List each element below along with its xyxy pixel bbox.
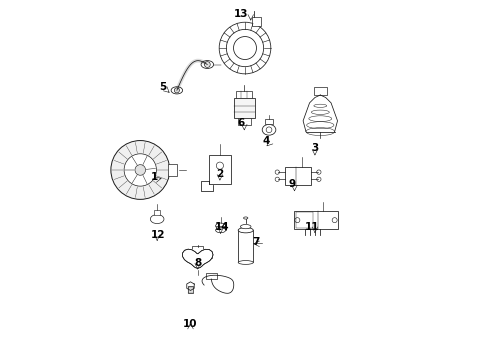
Ellipse shape bbox=[262, 125, 276, 135]
Bar bbox=[296, 212, 313, 228]
Bar bbox=[294, 211, 338, 229]
Text: 12: 12 bbox=[151, 230, 166, 239]
Ellipse shape bbox=[150, 215, 164, 224]
Circle shape bbox=[234, 37, 256, 59]
Bar bbox=[168, 163, 177, 176]
Text: 9: 9 bbox=[288, 179, 295, 189]
Text: 11: 11 bbox=[305, 222, 319, 232]
Ellipse shape bbox=[238, 228, 253, 233]
Ellipse shape bbox=[241, 225, 251, 229]
Ellipse shape bbox=[216, 228, 225, 233]
Polygon shape bbox=[182, 249, 213, 268]
Text: 7: 7 bbox=[252, 237, 259, 247]
Bar bbox=[252, 17, 261, 26]
Text: 14: 14 bbox=[215, 222, 229, 232]
Ellipse shape bbox=[216, 223, 225, 229]
Bar bbox=[154, 211, 160, 215]
Bar bbox=[238, 230, 253, 262]
Bar bbox=[236, 90, 252, 98]
Bar bbox=[216, 226, 225, 230]
Text: 6: 6 bbox=[238, 118, 245, 128]
Text: 13: 13 bbox=[234, 9, 248, 19]
Text: 4: 4 bbox=[263, 136, 270, 146]
Circle shape bbox=[124, 154, 156, 186]
Bar bbox=[206, 273, 217, 279]
Bar bbox=[285, 167, 311, 185]
Bar bbox=[192, 246, 203, 253]
Text: 3: 3 bbox=[311, 143, 318, 153]
Ellipse shape bbox=[201, 60, 214, 68]
Bar bbox=[209, 155, 231, 184]
Bar bbox=[234, 98, 255, 118]
Text: 8: 8 bbox=[194, 258, 201, 268]
Circle shape bbox=[135, 165, 146, 175]
Ellipse shape bbox=[238, 261, 253, 264]
Bar bbox=[314, 87, 327, 95]
Circle shape bbox=[111, 140, 170, 199]
Bar bbox=[266, 120, 272, 125]
Bar bbox=[188, 286, 193, 293]
Text: 10: 10 bbox=[183, 319, 198, 329]
Text: 2: 2 bbox=[216, 168, 223, 179]
Text: 5: 5 bbox=[160, 82, 167, 93]
Bar bbox=[238, 118, 251, 125]
Ellipse shape bbox=[171, 87, 183, 94]
Text: 1: 1 bbox=[151, 172, 158, 182]
